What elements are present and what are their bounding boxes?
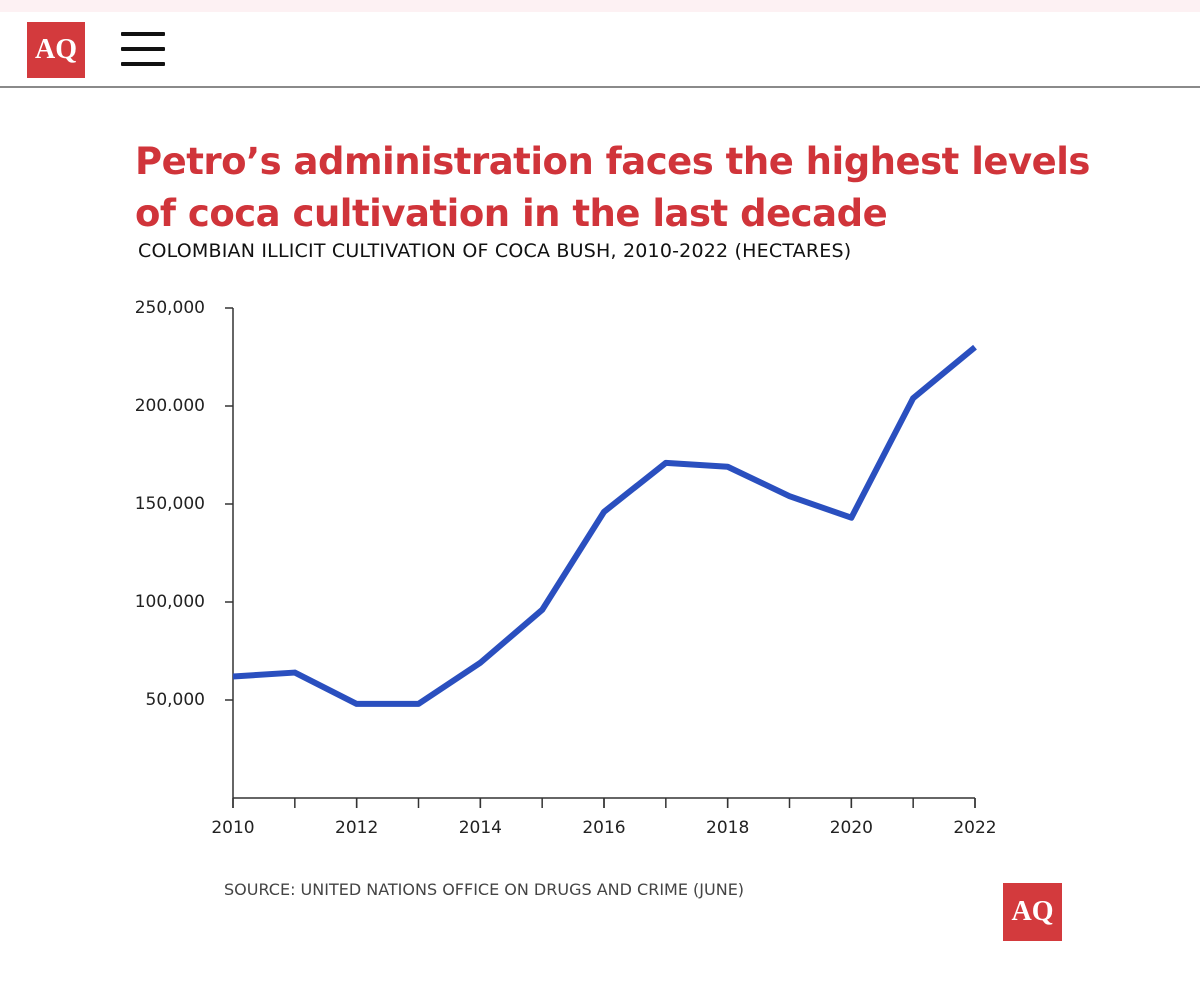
x-tick-label: 2014: [459, 818, 502, 838]
menu-button[interactable]: [121, 32, 165, 66]
y-tick-label: 200.000: [135, 396, 205, 416]
x-tick-label: 2012: [335, 818, 378, 838]
x-tick-label: 2010: [211, 818, 254, 838]
chart-subtitle: COLOMBIAN ILLICIT CULTIVATION OF COCA BU…: [138, 240, 852, 262]
chart-logo: AQ: [1003, 883, 1062, 941]
y-tick-label: 150,000: [135, 494, 205, 514]
top-strip: [0, 0, 1200, 12]
y-tick-label: 100,000: [135, 592, 205, 612]
x-tick-label: 2016: [582, 818, 625, 838]
y-tick-label: 50,000: [146, 690, 205, 710]
data-line: [232, 344, 977, 707]
source-note: SOURCE: UNITED NATIONS OFFICE ON DRUGS A…: [224, 880, 745, 899]
y-tick-label: 250,000: [135, 298, 205, 318]
header-divider: [0, 86, 1200, 88]
x-tick-label: 2022: [953, 818, 996, 838]
x-tick-label: 2018: [706, 818, 749, 838]
chart-title: Petro’s administration faces the highest…: [135, 140, 1090, 235]
x-tick-label: 2020: [830, 818, 873, 838]
site-logo[interactable]: AQ: [27, 22, 85, 78]
